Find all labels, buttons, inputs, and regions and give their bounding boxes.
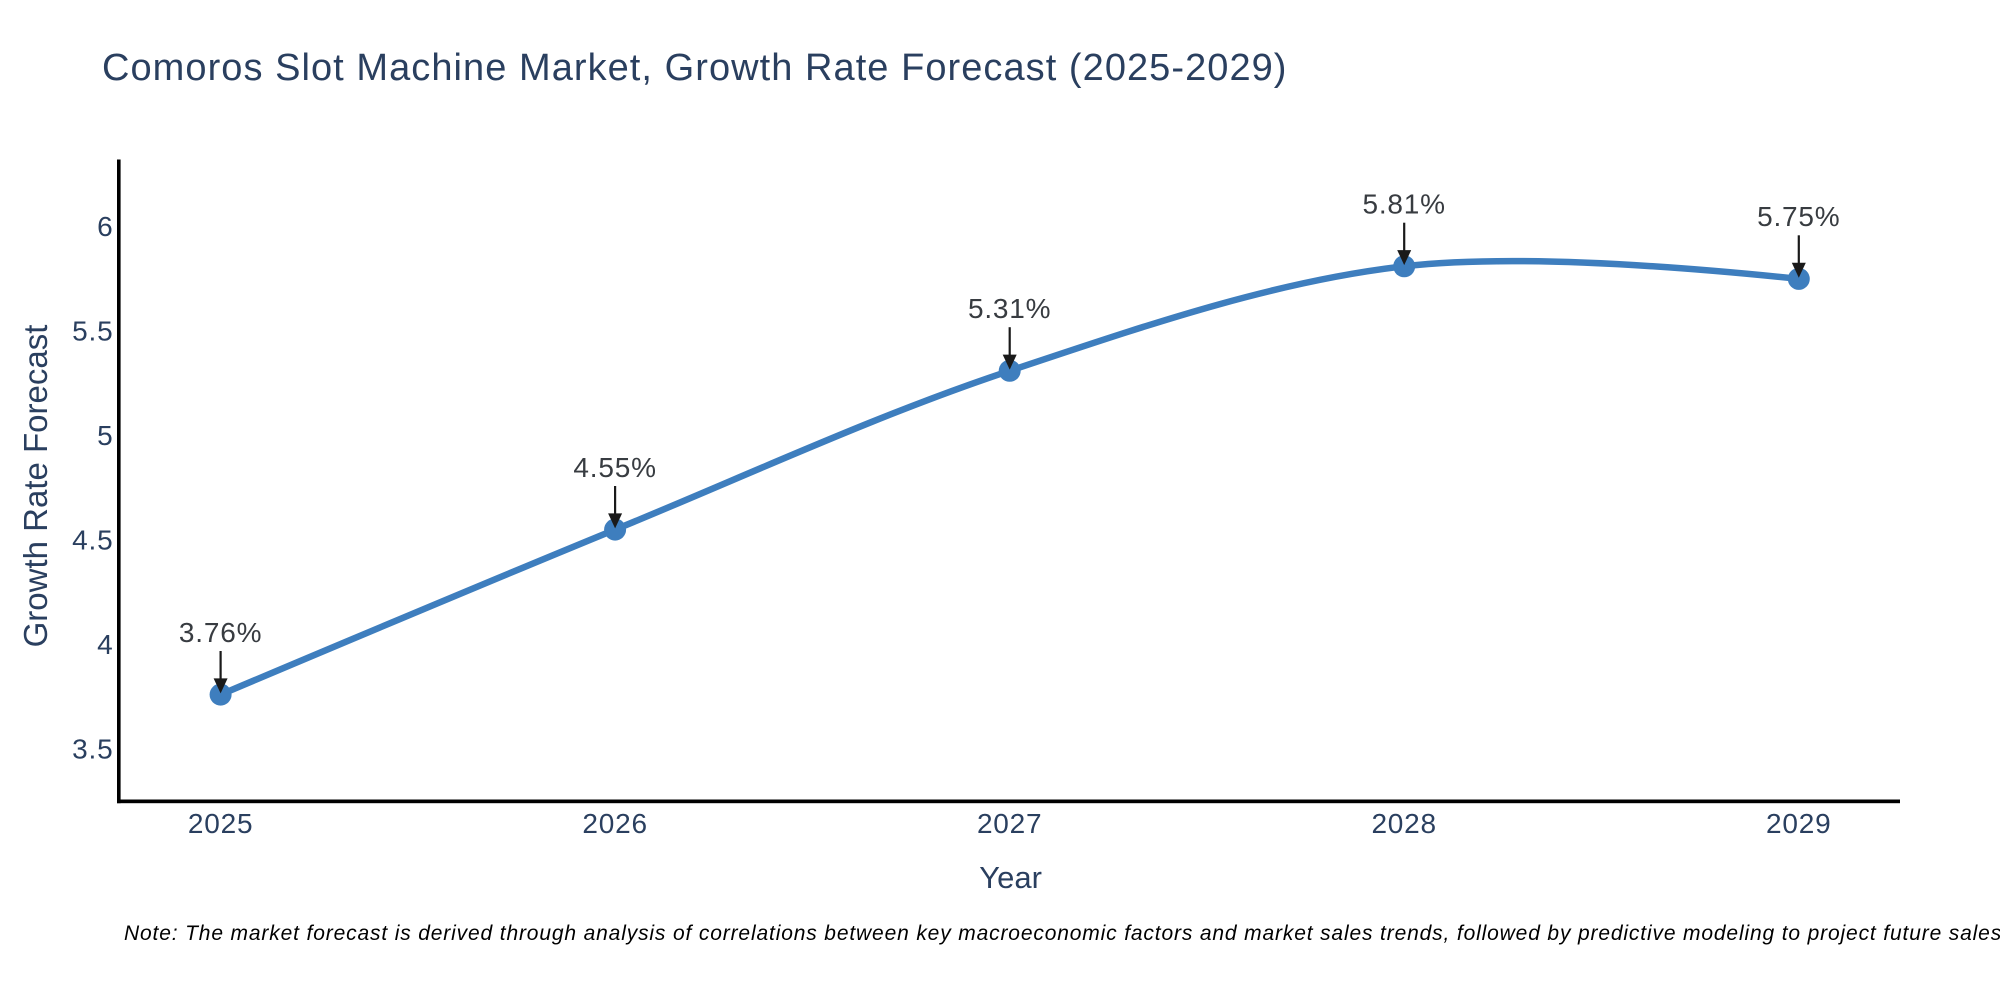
svg-text:Year: Year	[979, 860, 1042, 895]
svg-text:4: 4	[97, 629, 113, 660]
svg-text:3.5: 3.5	[72, 733, 113, 764]
svg-text:4.5: 4.5	[72, 525, 113, 556]
svg-text:Note: The market forecast is d: Note: The market forecast is derived thr…	[124, 922, 2000, 945]
svg-text:2029: 2029	[1766, 808, 1832, 839]
svg-text:5: 5	[97, 420, 113, 451]
svg-text:3.76%: 3.76%	[179, 617, 262, 648]
svg-text:2026: 2026	[582, 808, 648, 839]
svg-text:2028: 2028	[1371, 808, 1437, 839]
svg-text:2027: 2027	[977, 808, 1043, 839]
svg-text:5.81%: 5.81%	[1362, 189, 1445, 220]
svg-text:5.5: 5.5	[72, 316, 113, 347]
svg-text:6: 6	[97, 211, 113, 242]
svg-text:Growth Rate Forecast: Growth Rate Forecast	[17, 325, 54, 648]
svg-text:5.31%: 5.31%	[968, 293, 1051, 324]
svg-text:5.75%: 5.75%	[1757, 201, 1840, 232]
svg-text:4.55%: 4.55%	[573, 452, 656, 483]
svg-text:2025: 2025	[188, 808, 254, 839]
svg-text:Comoros Slot Machine Market, G: Comoros Slot Machine Market, Growth Rate…	[102, 47, 1288, 89]
